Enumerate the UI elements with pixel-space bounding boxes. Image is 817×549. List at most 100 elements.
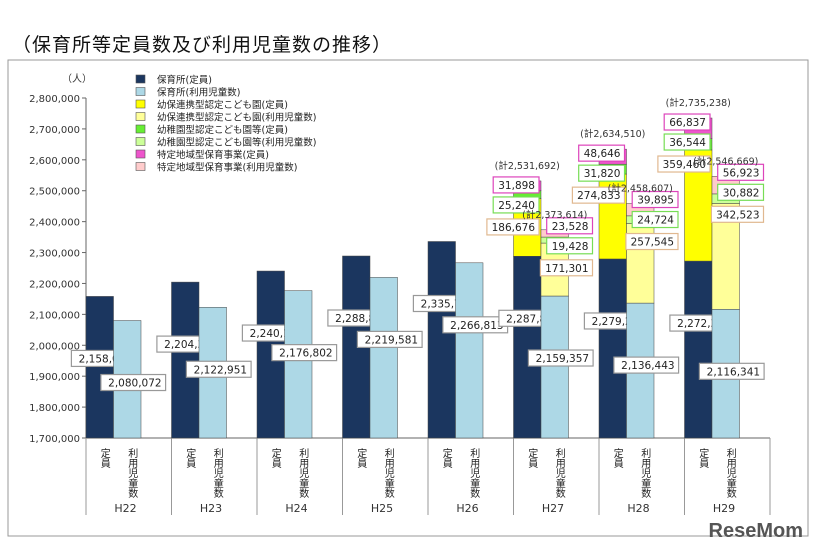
value-label: 56,923 [723, 167, 760, 179]
y-tick-label: 2,800,000 [29, 94, 80, 105]
bar-segment [684, 260, 713, 439]
bar-type-label: 利用児童数 [126, 448, 138, 499]
value-label-box [717, 163, 765, 181]
bar-type-label: 利用児童数 [211, 448, 223, 499]
legend-label: 保育所(定員) [157, 74, 212, 86]
total-label: (計2,634,510) [580, 128, 645, 140]
value-label: 257,545 [631, 237, 674, 249]
bar-type-label: 利用児童数 [724, 448, 736, 499]
value-label-box [527, 349, 594, 367]
value-label-box [571, 186, 626, 204]
legend-label: 幼保連携型認定こども園(利用児童数) [157, 112, 316, 124]
value-label: 2,122,951 [194, 364, 247, 376]
value-label: 186,676 [492, 222, 536, 234]
bar-type-label: 定員 [526, 447, 538, 469]
value-label: 274,833 [577, 190, 620, 202]
bar-segment [455, 262, 484, 439]
bar-type-label: 利用児童数 [297, 448, 309, 499]
bar-type-label: 定員 [697, 447, 709, 469]
value-label-box [271, 344, 338, 362]
total-label: (計2,458,607) [608, 183, 673, 195]
legend-label: 幼保連携型認定こども園(定員) [157, 99, 288, 111]
value-label: 359,460 [663, 159, 706, 171]
y-tick-label: 1,900,000 [29, 372, 80, 383]
value-label-box [613, 356, 680, 374]
bar-segment [598, 258, 627, 439]
legend-label: 幼稚園型認定こども園等(定員) [157, 124, 288, 136]
bar-type-label: 定員 [611, 447, 623, 469]
value-label: 2,176,802 [279, 348, 332, 360]
bar-type-label: 定員 [98, 447, 110, 469]
value-label-box [631, 210, 679, 229]
value-label: 24,724 [637, 215, 674, 227]
total-label: (計2,546,669) [693, 155, 758, 167]
y-tick-label: 2,300,000 [29, 249, 80, 260]
value-label: 342,523 [716, 209, 759, 221]
value-label-box [631, 190, 679, 209]
value-label: 39,895 [637, 195, 674, 207]
logo: ReseMom [708, 520, 803, 542]
bar-segment [256, 270, 285, 439]
x-category-label: H27 [542, 502, 564, 515]
bar-segment [513, 256, 542, 439]
x-category-label: H25 [371, 502, 393, 515]
x-category-label: H26 [456, 502, 478, 515]
value-label: 66,837 [669, 117, 706, 129]
y-tick-label: 2,200,000 [29, 279, 80, 290]
value-label-box [486, 218, 540, 236]
legend-swatch [135, 162, 146, 171]
x-category-label: H24 [285, 502, 307, 515]
x-category-label: H28 [627, 502, 649, 515]
legend-swatch [135, 149, 146, 159]
value-label: 2,136,443 [621, 360, 674, 372]
y-tick-label: 1,700,000 [29, 434, 80, 445]
value-label-box [657, 155, 711, 173]
legend-label: 特定地域型保育事業(定員) [157, 149, 269, 161]
legend-swatch [135, 87, 146, 96]
value-label: 31,820 [584, 168, 621, 180]
bar-type-label: 利用児童数 [382, 448, 394, 499]
value-label-box [492, 196, 540, 214]
total-label: (計2,373,614) [522, 209, 587, 221]
bar-type-label: 定員 [184, 447, 196, 469]
y-tick-label: 2,100,000 [29, 310, 80, 321]
bar-type-label: 利用児童数 [468, 448, 480, 499]
value-label-box [546, 237, 594, 255]
x-category-label: H22 [114, 502, 136, 515]
value-label: 30,882 [723, 187, 760, 199]
y-tick-label: 2,000,000 [29, 341, 80, 352]
total-label: (計2,531,692) [495, 160, 560, 172]
legend-label: 特定地域型保育事業(利用児童数) [157, 162, 297, 174]
y-axis-unit: （人） [62, 73, 92, 85]
value-label-box [356, 330, 423, 349]
value-label-box [717, 183, 765, 201]
y-tick-label: 1,800,000 [29, 403, 80, 414]
bar-type-label: 利用児童数 [553, 448, 565, 499]
bar-segment [284, 290, 313, 439]
value-label: 36,544 [669, 137, 706, 149]
value-label-box [539, 259, 594, 277]
value-label: 25,240 [498, 200, 535, 212]
bar-type-label: 定員 [440, 447, 452, 469]
value-label-box [625, 232, 679, 251]
value-label: 2,159,357 [536, 353, 589, 365]
y-tick-label: 2,600,000 [29, 156, 80, 167]
value-label-box [546, 217, 594, 235]
value-label: 2,266,813 [450, 320, 503, 332]
value-label-box [185, 360, 252, 378]
bar-type-label: 利用児童数 [639, 448, 651, 499]
value-label: 2,116,341 [707, 366, 760, 378]
bar-segment [427, 241, 456, 439]
y-tick-label: 2,500,000 [29, 187, 80, 198]
value-label: 171,301 [545, 263, 588, 275]
value-label-box [578, 164, 626, 182]
y-tick-label: 2,700,000 [29, 125, 80, 136]
value-label: 48,646 [584, 148, 621, 160]
value-label: 19,428 [552, 241, 589, 253]
x-category-label: H29 [713, 502, 735, 515]
value-label: 2,219,581 [365, 334, 418, 346]
value-label: 2,080,072 [108, 378, 161, 390]
total-label: (計2,735,238) [666, 97, 731, 109]
